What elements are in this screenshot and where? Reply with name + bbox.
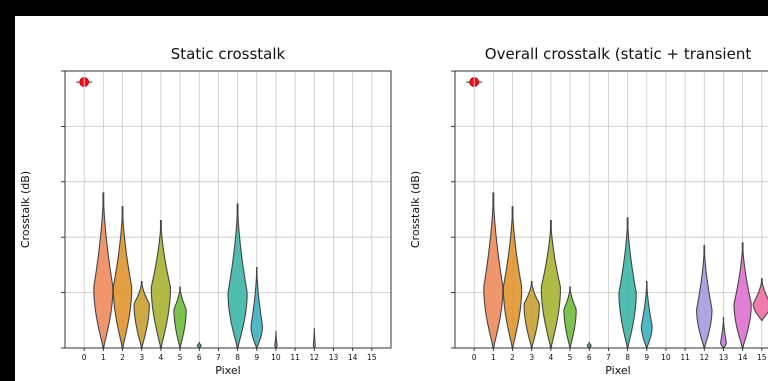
violin-pixel-2 <box>112 206 133 348</box>
x-tick-label: 14 <box>738 353 748 362</box>
violin-pixel-6 <box>196 341 202 348</box>
x-tick-label: 9 <box>644 353 649 362</box>
x-tick-label: 11 <box>290 353 300 362</box>
x-tick-label: 9 <box>254 353 259 362</box>
x-tick-label: 12 <box>700 353 710 362</box>
x-tick-label: 0 <box>472 353 477 362</box>
chart-title: Static crosstalk <box>171 45 286 63</box>
x-tick-label: 2 <box>120 353 125 362</box>
x-tick-label: 0 <box>82 353 87 362</box>
violin-pixel-4 <box>150 220 172 348</box>
plot-frame <box>454 70 768 349</box>
violin-pixel-13 <box>720 316 727 348</box>
violin-pixel-10 <box>274 330 278 348</box>
violin-pixel-1 <box>93 192 114 348</box>
x-tick-label: 2 <box>510 353 515 362</box>
x-tick-label: 4 <box>548 353 553 362</box>
violin-pixel-9 <box>250 267 264 348</box>
x-axis-label: Pixel <box>605 364 630 377</box>
violin-pixel-3 <box>523 280 540 348</box>
violin-pixel-5 <box>173 286 187 348</box>
x-tick-label: 6 <box>197 353 202 362</box>
violin-pixel-1 <box>483 192 504 348</box>
violin-pixel-3 <box>133 280 150 348</box>
x-tick-label: 15 <box>367 353 377 362</box>
x-tick-label: 1 <box>101 353 106 362</box>
x-tick-label: 6 <box>587 353 592 362</box>
violin-pixel-8 <box>618 217 637 348</box>
x-tick-label: 10 <box>271 353 281 362</box>
violin-pixel-2 <box>502 206 523 348</box>
x-tick-label: 5 <box>178 353 183 362</box>
violin-pixel-12 <box>696 244 713 348</box>
violin-pixel-9 <box>640 280 653 348</box>
x-tick-label: 10 <box>661 353 671 362</box>
y-axis-label: Crosstalk (dB) <box>19 171 32 248</box>
violin-pixel-12 <box>312 328 316 348</box>
x-tick-label: 3 <box>139 353 144 362</box>
x-axis-label: Pixel <box>215 364 240 377</box>
x-tick-label: 7 <box>216 353 221 362</box>
x-tick-label: 1 <box>491 353 496 362</box>
x-tick-label: 8 <box>625 353 630 362</box>
x-tick-label: 4 <box>158 353 163 362</box>
violin-pixel-4 <box>540 220 562 348</box>
x-tick-label: 3 <box>529 353 534 362</box>
x-tick-label: 15 <box>757 353 767 362</box>
violin-pixel-6 <box>586 341 592 348</box>
x-tick-label: 8 <box>235 353 240 362</box>
x-tick-label: 13 <box>719 353 729 362</box>
x-tick-label: 11 <box>680 353 690 362</box>
violin-pixel-15 <box>752 278 768 321</box>
violin-pixel-14 <box>733 242 752 348</box>
x-tick-label: 13 <box>329 353 339 362</box>
x-tick-label: 12 <box>310 353 320 362</box>
x-tick-label: 14 <box>348 353 358 362</box>
figure-canvas: 0 1 2 3 4 5 6 7 8 9 10 11 12 13 14 15 Static crosstalk Pi… <box>15 16 768 381</box>
y-axis-label: Crosstalk (dB) <box>409 171 422 248</box>
violin-pixel-5 <box>563 286 577 348</box>
x-tick-label: 7 <box>606 353 611 362</box>
x-tick-label: 5 <box>568 353 573 362</box>
chart-title: Overall crosstalk (static + transient <box>485 45 752 63</box>
plot-frame <box>64 70 392 349</box>
violin-pixel-8 <box>227 203 248 348</box>
